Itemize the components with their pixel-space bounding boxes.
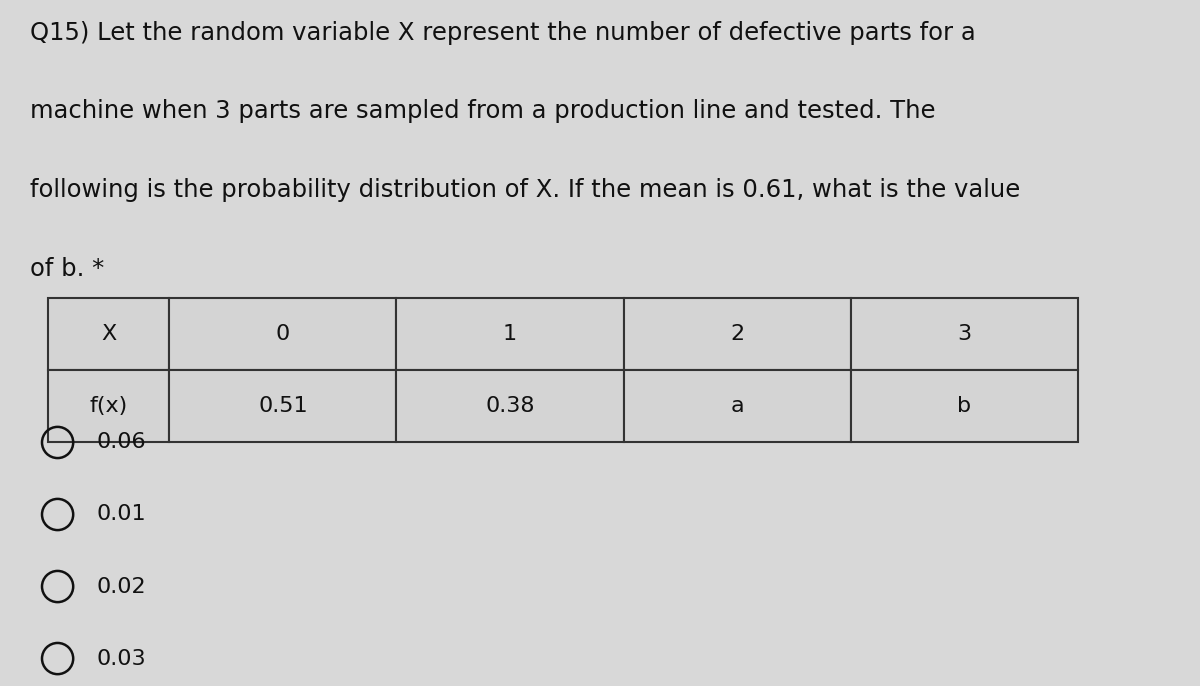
FancyBboxPatch shape <box>396 370 624 442</box>
Text: 3: 3 <box>958 324 971 344</box>
Text: f(x): f(x) <box>90 397 128 416</box>
FancyBboxPatch shape <box>624 298 851 370</box>
FancyBboxPatch shape <box>48 370 169 442</box>
Text: machine when 3 parts are sampled from a production line and tested. The: machine when 3 parts are sampled from a … <box>30 99 936 123</box>
Text: 0.51: 0.51 <box>258 397 307 416</box>
FancyBboxPatch shape <box>169 370 396 442</box>
Text: of b. *: of b. * <box>30 257 104 281</box>
Text: 2: 2 <box>730 324 744 344</box>
Text: 0: 0 <box>276 324 290 344</box>
Text: 0.02: 0.02 <box>96 576 145 597</box>
FancyBboxPatch shape <box>851 298 1078 370</box>
FancyBboxPatch shape <box>624 370 851 442</box>
Text: following is the probability distribution of X. If the mean is 0.61, what is the: following is the probability distributio… <box>30 178 1020 202</box>
Text: 0.06: 0.06 <box>96 432 145 453</box>
Text: 0.03: 0.03 <box>96 648 145 669</box>
FancyBboxPatch shape <box>851 370 1078 442</box>
Text: 1: 1 <box>503 324 517 344</box>
Text: a: a <box>731 397 744 416</box>
Text: X: X <box>101 324 116 344</box>
FancyBboxPatch shape <box>48 298 169 370</box>
Text: 0.01: 0.01 <box>96 504 145 525</box>
FancyBboxPatch shape <box>396 298 624 370</box>
Text: 0.38: 0.38 <box>485 397 535 416</box>
FancyBboxPatch shape <box>169 298 396 370</box>
Text: Q15) Let the random variable X represent the number of defective parts for a: Q15) Let the random variable X represent… <box>30 21 976 45</box>
Text: b: b <box>958 397 971 416</box>
